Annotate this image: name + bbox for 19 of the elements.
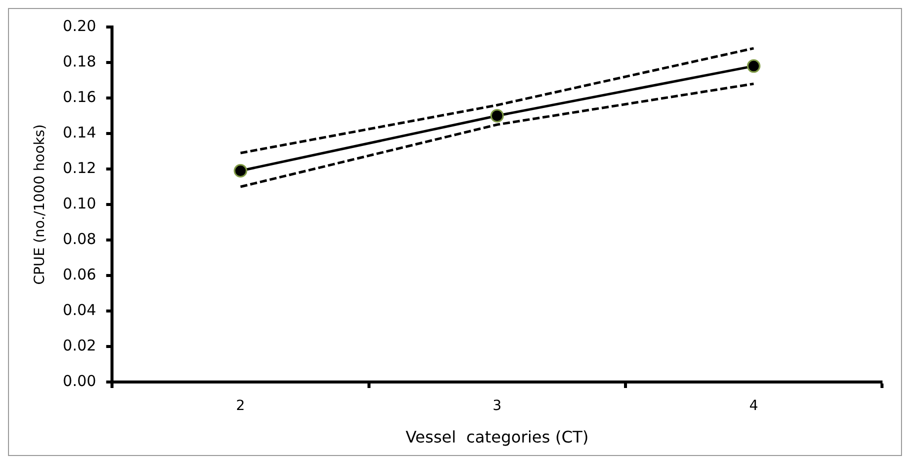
y-tick-label: 0.12	[62, 158, 96, 177]
y-tick-label: 0.04	[62, 300, 96, 319]
y-tick-label: 0.20	[62, 16, 96, 35]
y-tick-label: 0.06	[62, 265, 96, 284]
y-tick-label: 0.02	[62, 336, 96, 354]
y-tick-label: 0.14	[62, 123, 96, 142]
y-axis-title: CPUE (no./1000 hooks)	[32, 124, 48, 285]
x-tick-label: 3	[492, 398, 502, 414]
point	[234, 164, 248, 178]
x-tick-label: 2	[236, 398, 245, 414]
x-tick-label: 4	[749, 398, 758, 414]
y-tick-label: 0.18	[62, 52, 96, 70]
y-tick-label: 0.08	[62, 230, 96, 248]
point	[490, 109, 504, 122]
y-tick-label: 0.10	[62, 194, 96, 212]
y-tick-label: 0.00	[62, 372, 96, 390]
x-axis-title: Vessel categories (CT)	[406, 428, 589, 447]
y-tick-label: 0.16	[62, 88, 96, 106]
point	[746, 59, 760, 73]
